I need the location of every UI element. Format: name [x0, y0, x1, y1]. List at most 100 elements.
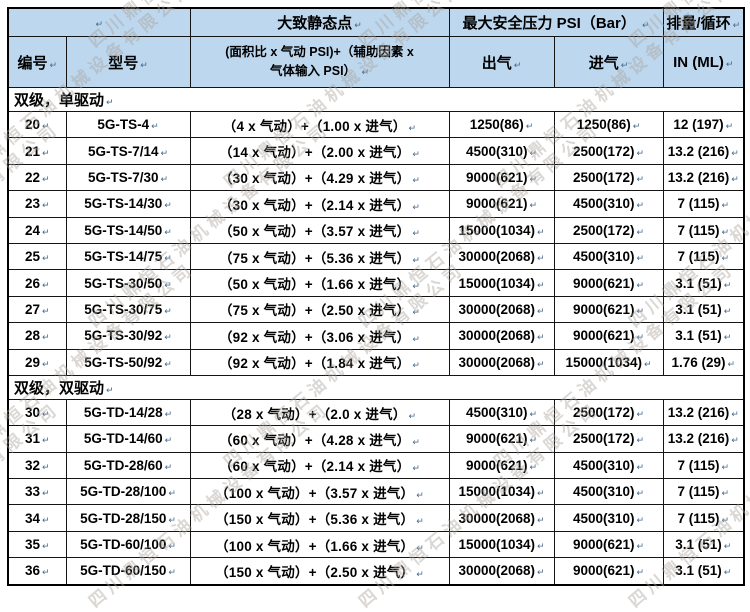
paragraph-mark: ↵ [41, 461, 50, 472]
cell-text: 4500(310) [572, 484, 635, 500]
model-cell: 5G-TS-14/30 ↵ [65, 190, 191, 218]
paragraph-mark: ↵ [361, 67, 370, 77]
model-cell: 5G-TS-14/50 ↵ [65, 216, 191, 244]
section-title: 双级，单驱动 ↵ [7, 87, 745, 112]
row-number-cell: 25 ↵ [7, 242, 67, 271]
cell-text: 4500(310) [572, 457, 635, 473]
cell-text: 13.2 (216) [667, 169, 730, 185]
air-out-pressure-cell: 30000(2068) ↵ [448, 504, 555, 532]
paragraph-mark: ↵ [636, 147, 645, 158]
cell-text: 32 [24, 457, 40, 473]
cell-text: 双级，单驱动 [14, 92, 105, 109]
header-model: 型号 ↵ [65, 36, 191, 88]
cell-text: 4500(310) [572, 510, 635, 526]
cell-text: 22 [24, 169, 40, 185]
paragraph-mark: ↵ [164, 435, 173, 446]
static-point-formula-cell: （150 x 气动）+（5.36 x 进气） ↵ [189, 504, 450, 532]
paragraph-mark: ↵ [168, 541, 176, 552]
table-row: 29 ↵ 5G-TS-50/92 ↵ （92 x 气动）+（1.84 x 进气） ↵ 300… [7, 348, 745, 376]
displacement-cell: 7 (115) ↵ [662, 451, 745, 480]
paragraph-mark: ↵ [41, 173, 50, 184]
paragraph-mark: ↵ [160, 173, 169, 184]
model-cell: 5G-TD-14/60 ↵ [65, 425, 191, 453]
table-row: 34 ↵ 5G-TD-28/150 ↵ （150 x 气动）+（5.36 x 进气） ↵ 3… [7, 504, 745, 532]
paragraph-mark: ↵ [41, 305, 50, 316]
paragraph-mark: ↵ [636, 409, 645, 420]
row-number-cell: 36 ↵ [7, 557, 67, 586]
static-point-formula-cell: （92 x 气动）+（1.84 x 进气） ↵ [189, 348, 450, 376]
cell-text: 25 [24, 249, 40, 265]
paragraph-mark: ↵ [416, 516, 424, 527]
displacement-cell: 1.76 (29) ↵ [662, 348, 745, 376]
air-in-pressure-cell: 2500(172) ↵ [553, 137, 664, 165]
row-number-cell: 33 ↵ [7, 478, 67, 506]
model-cell: 5G-TD-14/28 ↵ [65, 398, 191, 427]
header-per-cycle: IN (ML) ↵ [662, 36, 745, 88]
model-cell: 5G-TS-7/14 ↵ [65, 137, 191, 165]
paragraph-mark: ↵ [721, 514, 730, 525]
model-cell: 5G-TS-7/30 ↵ [65, 163, 191, 192]
cell-text: 5G-TS-7/14 [87, 143, 159, 159]
paragraph-mark: ↵ [41, 121, 50, 132]
table-row: 24 ↵ 5G-TS-14/50 ↵ （50 x 气动）+（3.57 x 进气） ↵ 150… [7, 216, 745, 244]
cell-text: 1.76 (29) [671, 354, 726, 370]
paragraph-mark: ↵ [41, 332, 50, 343]
displacement-cell: 12 (197) ↵ [662, 110, 745, 139]
cell-text: 15000(1034) [458, 537, 536, 553]
paragraph-mark: ↵ [529, 409, 538, 420]
cell-text: 15000(1034) [458, 484, 536, 500]
table-row: 36 ↵ 5G-TD-60/150 ↵ （150 x 气动）+（2.50 x 进气） ↵ 3… [7, 557, 745, 586]
cell-text: 9000(621) [572, 537, 635, 553]
air-out-pressure-cell: 9000(621) ↵ [448, 190, 555, 218]
paragraph-mark: ↵ [731, 409, 739, 420]
paragraph-mark: ↵ [412, 175, 421, 186]
cell-text: 9000(621) [465, 431, 528, 447]
header-row-1: ↵ 大致静态点 ↵ 最大安全压力 PSI（Bar） ↵ 排量/循环 ↵ [7, 7, 745, 37]
table-row: 27 ↵ 5G-TS-30/75 ↵ （75 x 气动）+（2.50 x 进气） ↵ 300… [7, 295, 745, 324]
displacement-cell: 3.1 (51) ↵ [662, 530, 745, 559]
model-cell: 5G-TS-14/75 ↵ [65, 242, 191, 271]
paragraph-mark: ↵ [412, 201, 421, 212]
static-point-formula-cell: （50 x 气动）+（3.57 x 进气） ↵ [189, 216, 450, 244]
paragraph-mark: ↵ [725, 58, 734, 69]
paragraph-mark: ↵ [164, 461, 173, 472]
cell-text: （92 x 气动）+（1.84 x 进气） [218, 356, 411, 372]
paragraph-mark: ↵ [537, 305, 545, 316]
cell-text: 13.2 (216) [667, 405, 730, 421]
cell-text: （75 x 气动）+（5.36 x 进气） [218, 250, 411, 266]
air-in-pressure-cell: 2500(172) ↵ [553, 425, 664, 453]
air-in-pressure-cell: 4500(310) ↵ [553, 190, 664, 218]
cell-text: 2500(172) [572, 405, 635, 421]
air-out-pressure-cell: 15000(1034) ↵ [448, 269, 555, 297]
cell-text: （75 x 气动）+（2.50 x 进气） [218, 303, 411, 319]
paragraph-mark: ↵ [412, 149, 421, 160]
row-number-cell: 26 ↵ [7, 269, 67, 297]
paragraph-mark: ↵ [41, 279, 50, 290]
paragraph-mark: ↵ [412, 307, 421, 318]
cell-text: 7 (115) [677, 457, 720, 473]
paragraph-mark: ↵ [168, 488, 176, 499]
cell-text: 3.1 (51) [675, 275, 722, 291]
air-in-pressure-cell: 9000(621) ↵ [553, 557, 664, 586]
header-formula: (面积比 x 气动 PSI)+（辅助因素 x 气体输入 PSI） ↵ [189, 36, 450, 88]
cell-text: 5G-TS-30/75 [84, 301, 163, 317]
paragraph-mark: ↵ [636, 200, 645, 211]
air-out-pressure-cell: 15000(1034) ↵ [448, 530, 555, 559]
paragraph-mark: ↵ [721, 488, 730, 499]
table-row: 21 ↵ 5G-TS-7/14 ↵ （14 x 气动）+（2.00 x 进气） ↵ 4500… [7, 137, 745, 165]
paragraph-mark: ↵ [513, 59, 522, 70]
cell-text: 33 [24, 484, 40, 500]
row-number-cell: 20 ↵ [7, 110, 67, 139]
table-row: 28 ↵ 5G-TS-30/92 ↵ （92 x 气动）+（3.06 x 进气） ↵ 300… [7, 322, 745, 350]
static-point-formula-cell: （100 x 气动）+（1.66 x 进气） ↵ [189, 530, 450, 559]
displacement-cell: 7 (115) ↵ [662, 504, 745, 532]
static-point-formula-cell: （30 x 气动）+（2.14 x 进气） ↵ [189, 190, 450, 218]
paragraph-mark: ↵ [106, 97, 114, 107]
cell-text: 34 [24, 510, 40, 526]
cell-text: 5G-TS-7/30 [87, 169, 159, 185]
cell-text: 4500(310) [572, 196, 635, 212]
paragraph-mark: ↵ [41, 147, 50, 158]
air-out-pressure-cell: 30000(2068) ↵ [448, 295, 555, 324]
paragraph-mark: ↵ [412, 360, 421, 371]
header-static-point: 大致静态点 ↵ [189, 7, 450, 37]
